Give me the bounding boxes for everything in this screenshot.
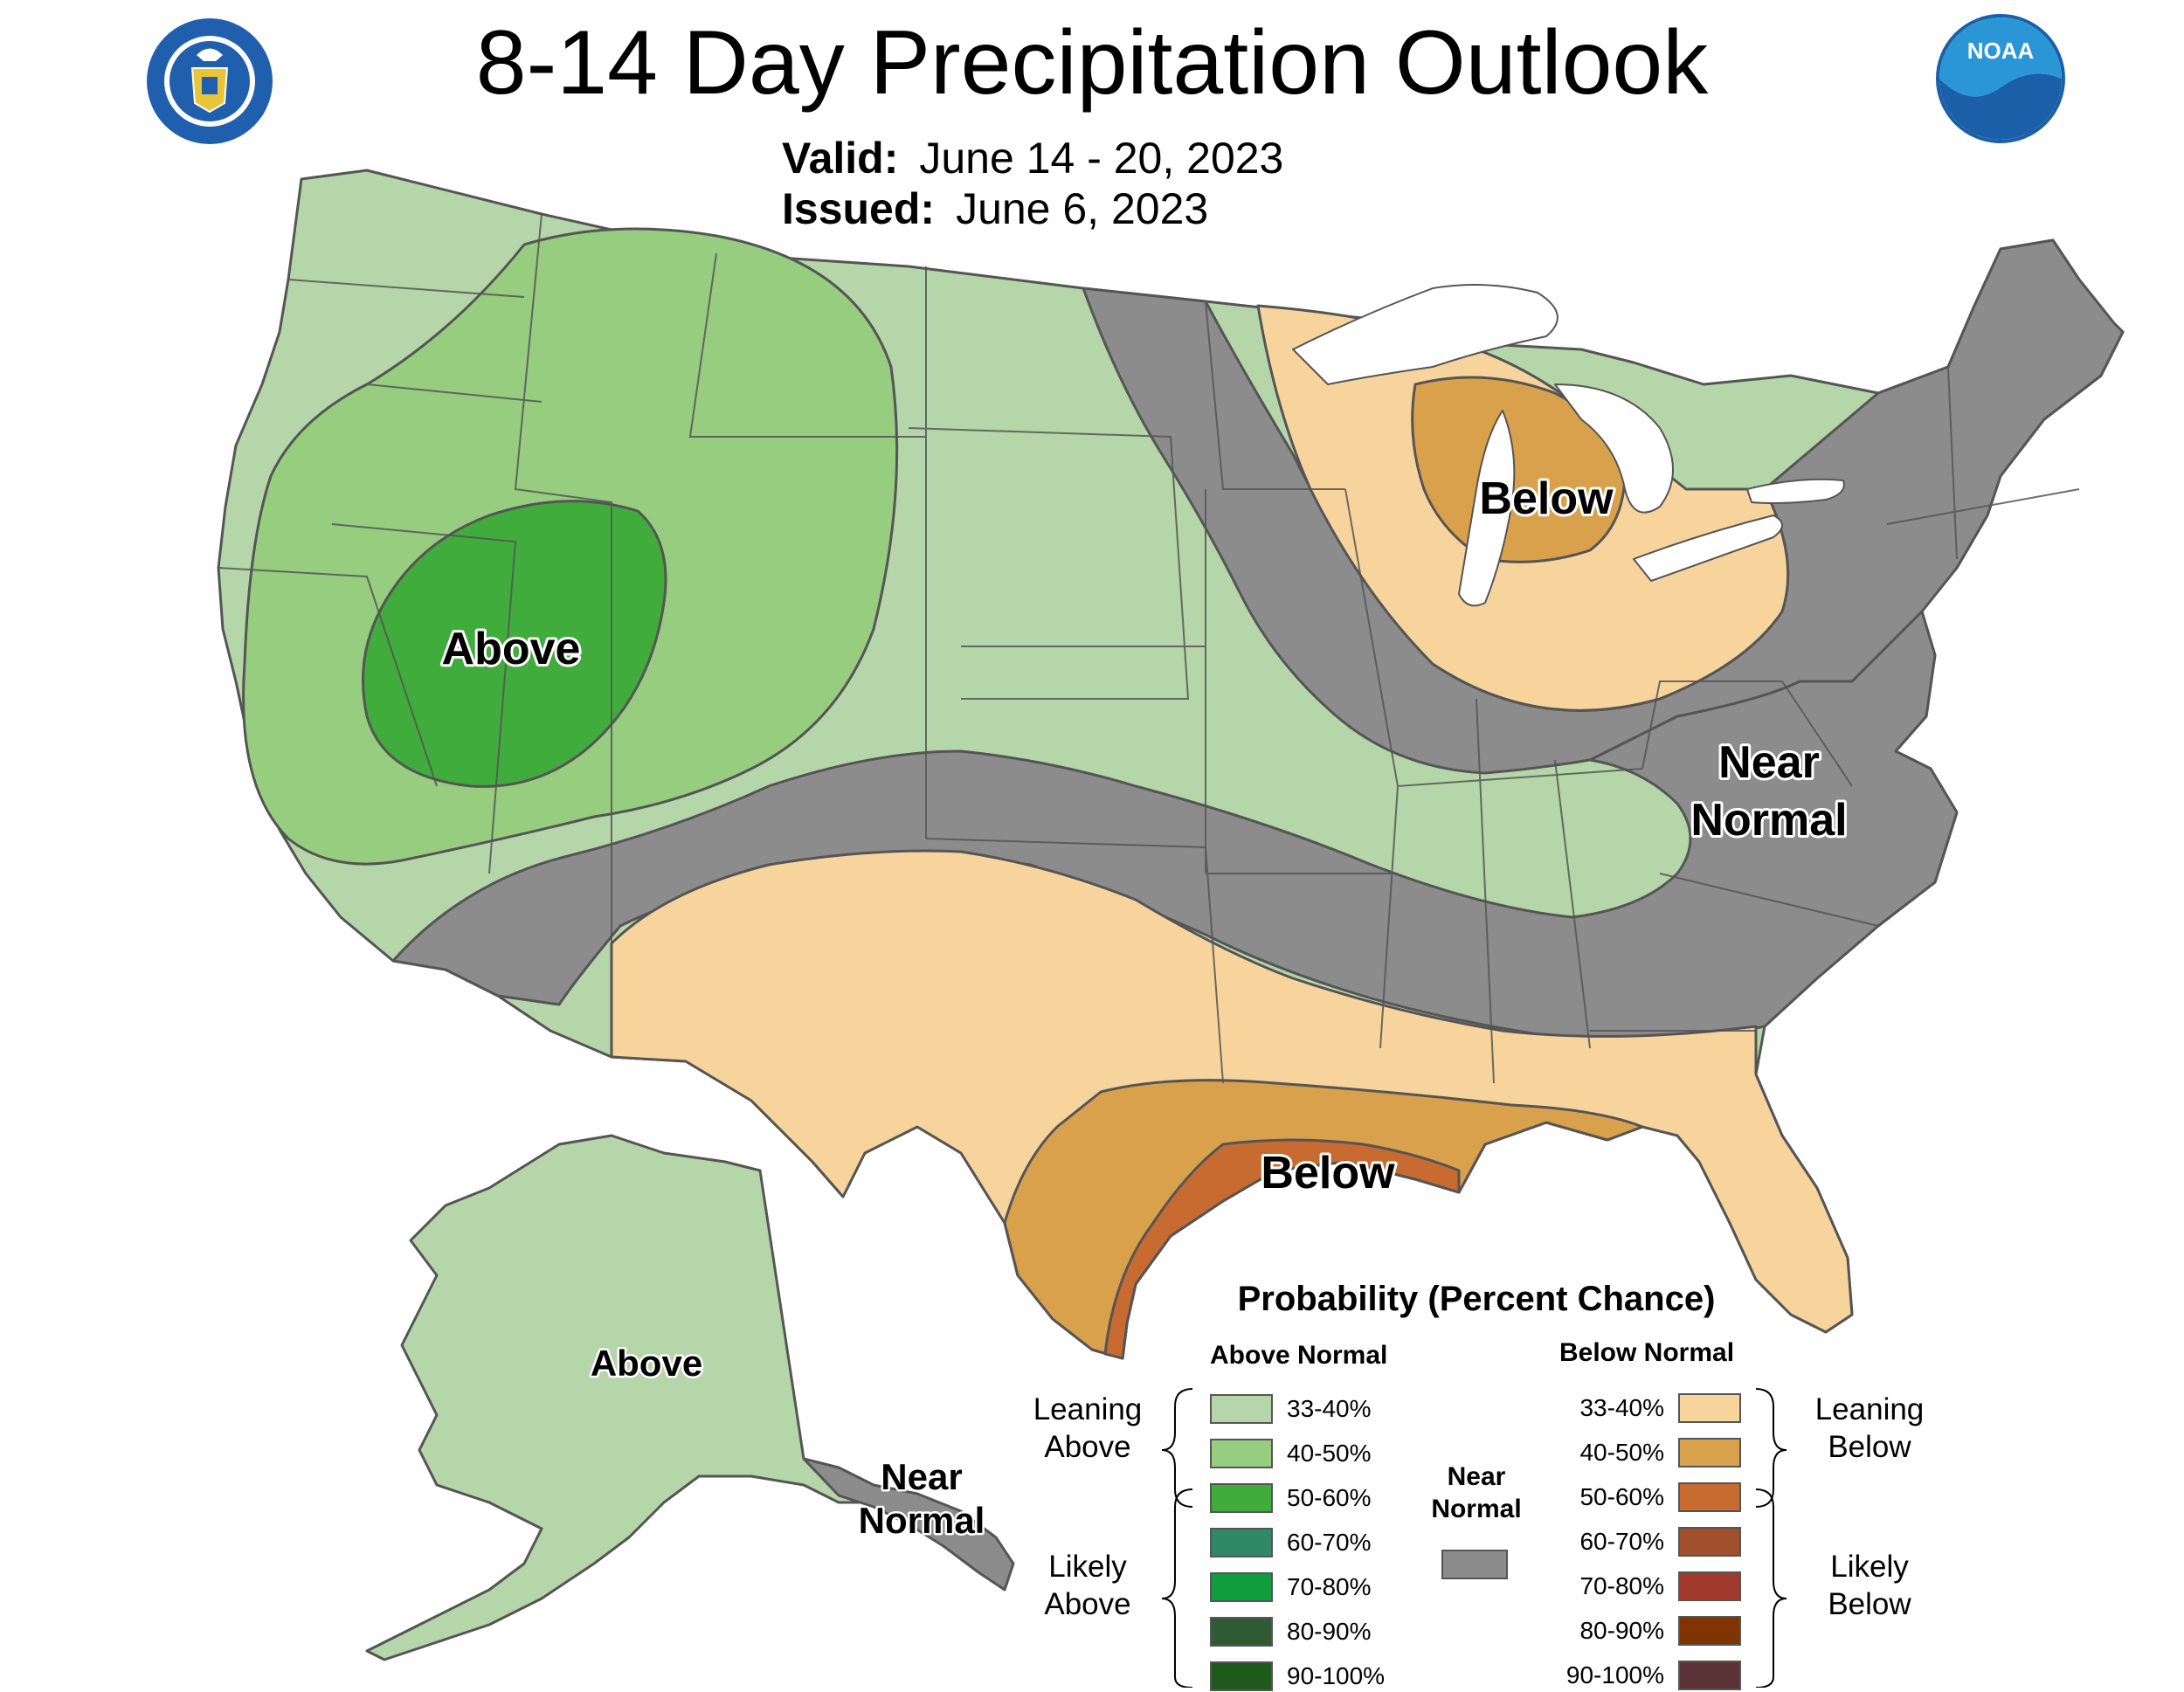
label-alaska-near-normal-line1: Near	[881, 1456, 962, 1497]
label-east-near-normal-line1: Near	[1718, 737, 1820, 788]
legend-title: Probability (Percent Chance)	[1237, 1280, 1716, 1318]
legend-below-row: 33-40%	[1533, 1392, 1741, 1424]
label-alaska-above: Above	[591, 1343, 702, 1384]
legend-above-row: 70-80%	[1210, 1571, 1372, 1603]
label-west-above: Above	[442, 624, 581, 674]
leaning-below-line2: Below	[1828, 1430, 1911, 1464]
legend-above-swatch	[1210, 1483, 1273, 1513]
legend-above-row: 50-60%	[1210, 1482, 1372, 1514]
gulf-below-40-50-region	[1003, 1079, 1644, 1360]
legend-above-swatch	[1210, 1528, 1273, 1557]
legend-above-swatch	[1210, 1394, 1273, 1424]
legend-above-range: 40-50%	[1287, 1440, 1372, 1467]
issued-label: Issued:	[782, 184, 936, 233]
legend-above-swatch	[1210, 1572, 1273, 1602]
legend-above-range: 70-80%	[1287, 1573, 1372, 1600]
legend-likely-above: Likely Above	[1013, 1548, 1162, 1623]
alaska-panhandle-near-normal-region	[802, 1457, 1015, 1592]
legend-leaning-below: Leaning Below	[1795, 1391, 1944, 1466]
legend-above-swatch	[1210, 1617, 1273, 1647]
legend-above-range: 60-70%	[1287, 1529, 1372, 1556]
legend-above-range: 50-60%	[1287, 1484, 1372, 1511]
legend-above-row: 80-90%	[1210, 1616, 1372, 1647]
legend-near-normal-swatch	[1441, 1550, 1508, 1579]
legend-below-range: 50-60%	[1579, 1483, 1664, 1510]
label-gulf-below: Below	[1261, 1148, 1395, 1198]
state-boundaries	[218, 213, 2080, 1084]
valid-dates: Valid: June 14 - 20, 2023	[782, 133, 1283, 183]
legend-below-swatch	[1678, 1616, 1741, 1646]
label-east-near-normal-line2: Normal	[1690, 795, 1847, 846]
near-normal-line1: Near	[1447, 1462, 1506, 1491]
valid-label: Valid:	[782, 134, 899, 183]
legend-near-normal: Near Normal	[1402, 1461, 1551, 1525]
legend-below-swatch	[1678, 1482, 1741, 1512]
likely-above-line2: Above	[1044, 1587, 1131, 1621]
michigan-below-40-50-region	[1411, 376, 1627, 563]
likely-below-line1: Likely	[1830, 1550, 1909, 1584]
legend-above-swatch	[1210, 1661, 1273, 1691]
map-title: 8-14 Day Precipitation Outlook	[475, 12, 1709, 114]
legend-above-row: 33-40%	[1210, 1393, 1372, 1425]
lake-michigan	[1458, 410, 1516, 607]
legend-below-row: 90-100%	[1533, 1660, 1741, 1691]
label-alaska-near-normal-line2: Normal	[859, 1500, 985, 1541]
lake-superior	[1292, 284, 1559, 385]
likely-below-line2: Below	[1828, 1587, 1911, 1621]
legend-below-swatch	[1678, 1527, 1741, 1557]
near-normal-line2: Normal	[1431, 1495, 1522, 1523]
legend-below-range: 80-90%	[1579, 1617, 1664, 1644]
legend-below-range: 60-70%	[1579, 1528, 1664, 1555]
legend-below-range: 40-50%	[1579, 1439, 1664, 1466]
legend-above-swatch	[1210, 1439, 1273, 1468]
legend-above-range: 80-90%	[1287, 1618, 1372, 1645]
issued-value: June 6, 2023	[956, 184, 1209, 233]
noaa-logo-text: NOAA	[1967, 38, 2035, 64]
noaa-logo-icon: NOAA	[1936, 14, 2065, 143]
legend-likely-below: Likely Below	[1795, 1548, 1944, 1623]
lake-erie	[1633, 515, 1783, 582]
legend-below-heading: Below Normal	[1559, 1338, 1735, 1367]
legend-below-row: 70-80%	[1533, 1571, 1741, 1602]
legend-below-row: 40-50%	[1533, 1437, 1741, 1468]
lake-huron	[1554, 383, 1674, 514]
legend-leaning-above: Leaning Above	[1013, 1391, 1162, 1466]
legend-above-row: 90-100%	[1210, 1661, 1385, 1692]
legend-below-range: 90-100%	[1565, 1661, 1664, 1689]
legend-below-swatch	[1678, 1661, 1741, 1690]
issued-date: Issued: June 6, 2023	[782, 183, 1208, 234]
legend-below-row: 60-70%	[1533, 1526, 1741, 1557]
leaning-above-line2: Above	[1044, 1430, 1131, 1464]
legend-below-row: 50-60%	[1533, 1481, 1741, 1513]
legend-below-range: 33-40%	[1579, 1394, 1664, 1421]
gulf-below-50-60-region	[1103, 1138, 1461, 1360]
legend-below-swatch	[1678, 1438, 1741, 1468]
legend-below-range: 70-80%	[1579, 1572, 1664, 1599]
legend-above-row: 40-50%	[1210, 1438, 1372, 1469]
leaning-above-line1: Leaning	[1033, 1392, 1143, 1426]
legend-above-range: 90-100%	[1287, 1662, 1386, 1689]
legend-above-heading: Above Normal	[1210, 1341, 1388, 1370]
legend-above-row: 60-70%	[1210, 1527, 1372, 1558]
likely-above-line1: Likely	[1048, 1550, 1127, 1584]
lake-ontario	[1746, 478, 1845, 504]
department-of-commerce-seal-icon	[147, 18, 273, 144]
leaning-below-line1: Leaning	[1814, 1392, 1925, 1426]
legend-below-row: 80-90%	[1533, 1615, 1741, 1647]
legend-above-range: 33-40%	[1287, 1395, 1372, 1422]
west-above-50-60-region	[362, 500, 667, 788]
legend-below-swatch	[1678, 1393, 1741, 1423]
label-great-lakes-below: Below	[1479, 473, 1614, 524]
legend-below-swatch	[1678, 1571, 1741, 1601]
valid-value: June 14 - 20, 2023	[919, 134, 1284, 183]
